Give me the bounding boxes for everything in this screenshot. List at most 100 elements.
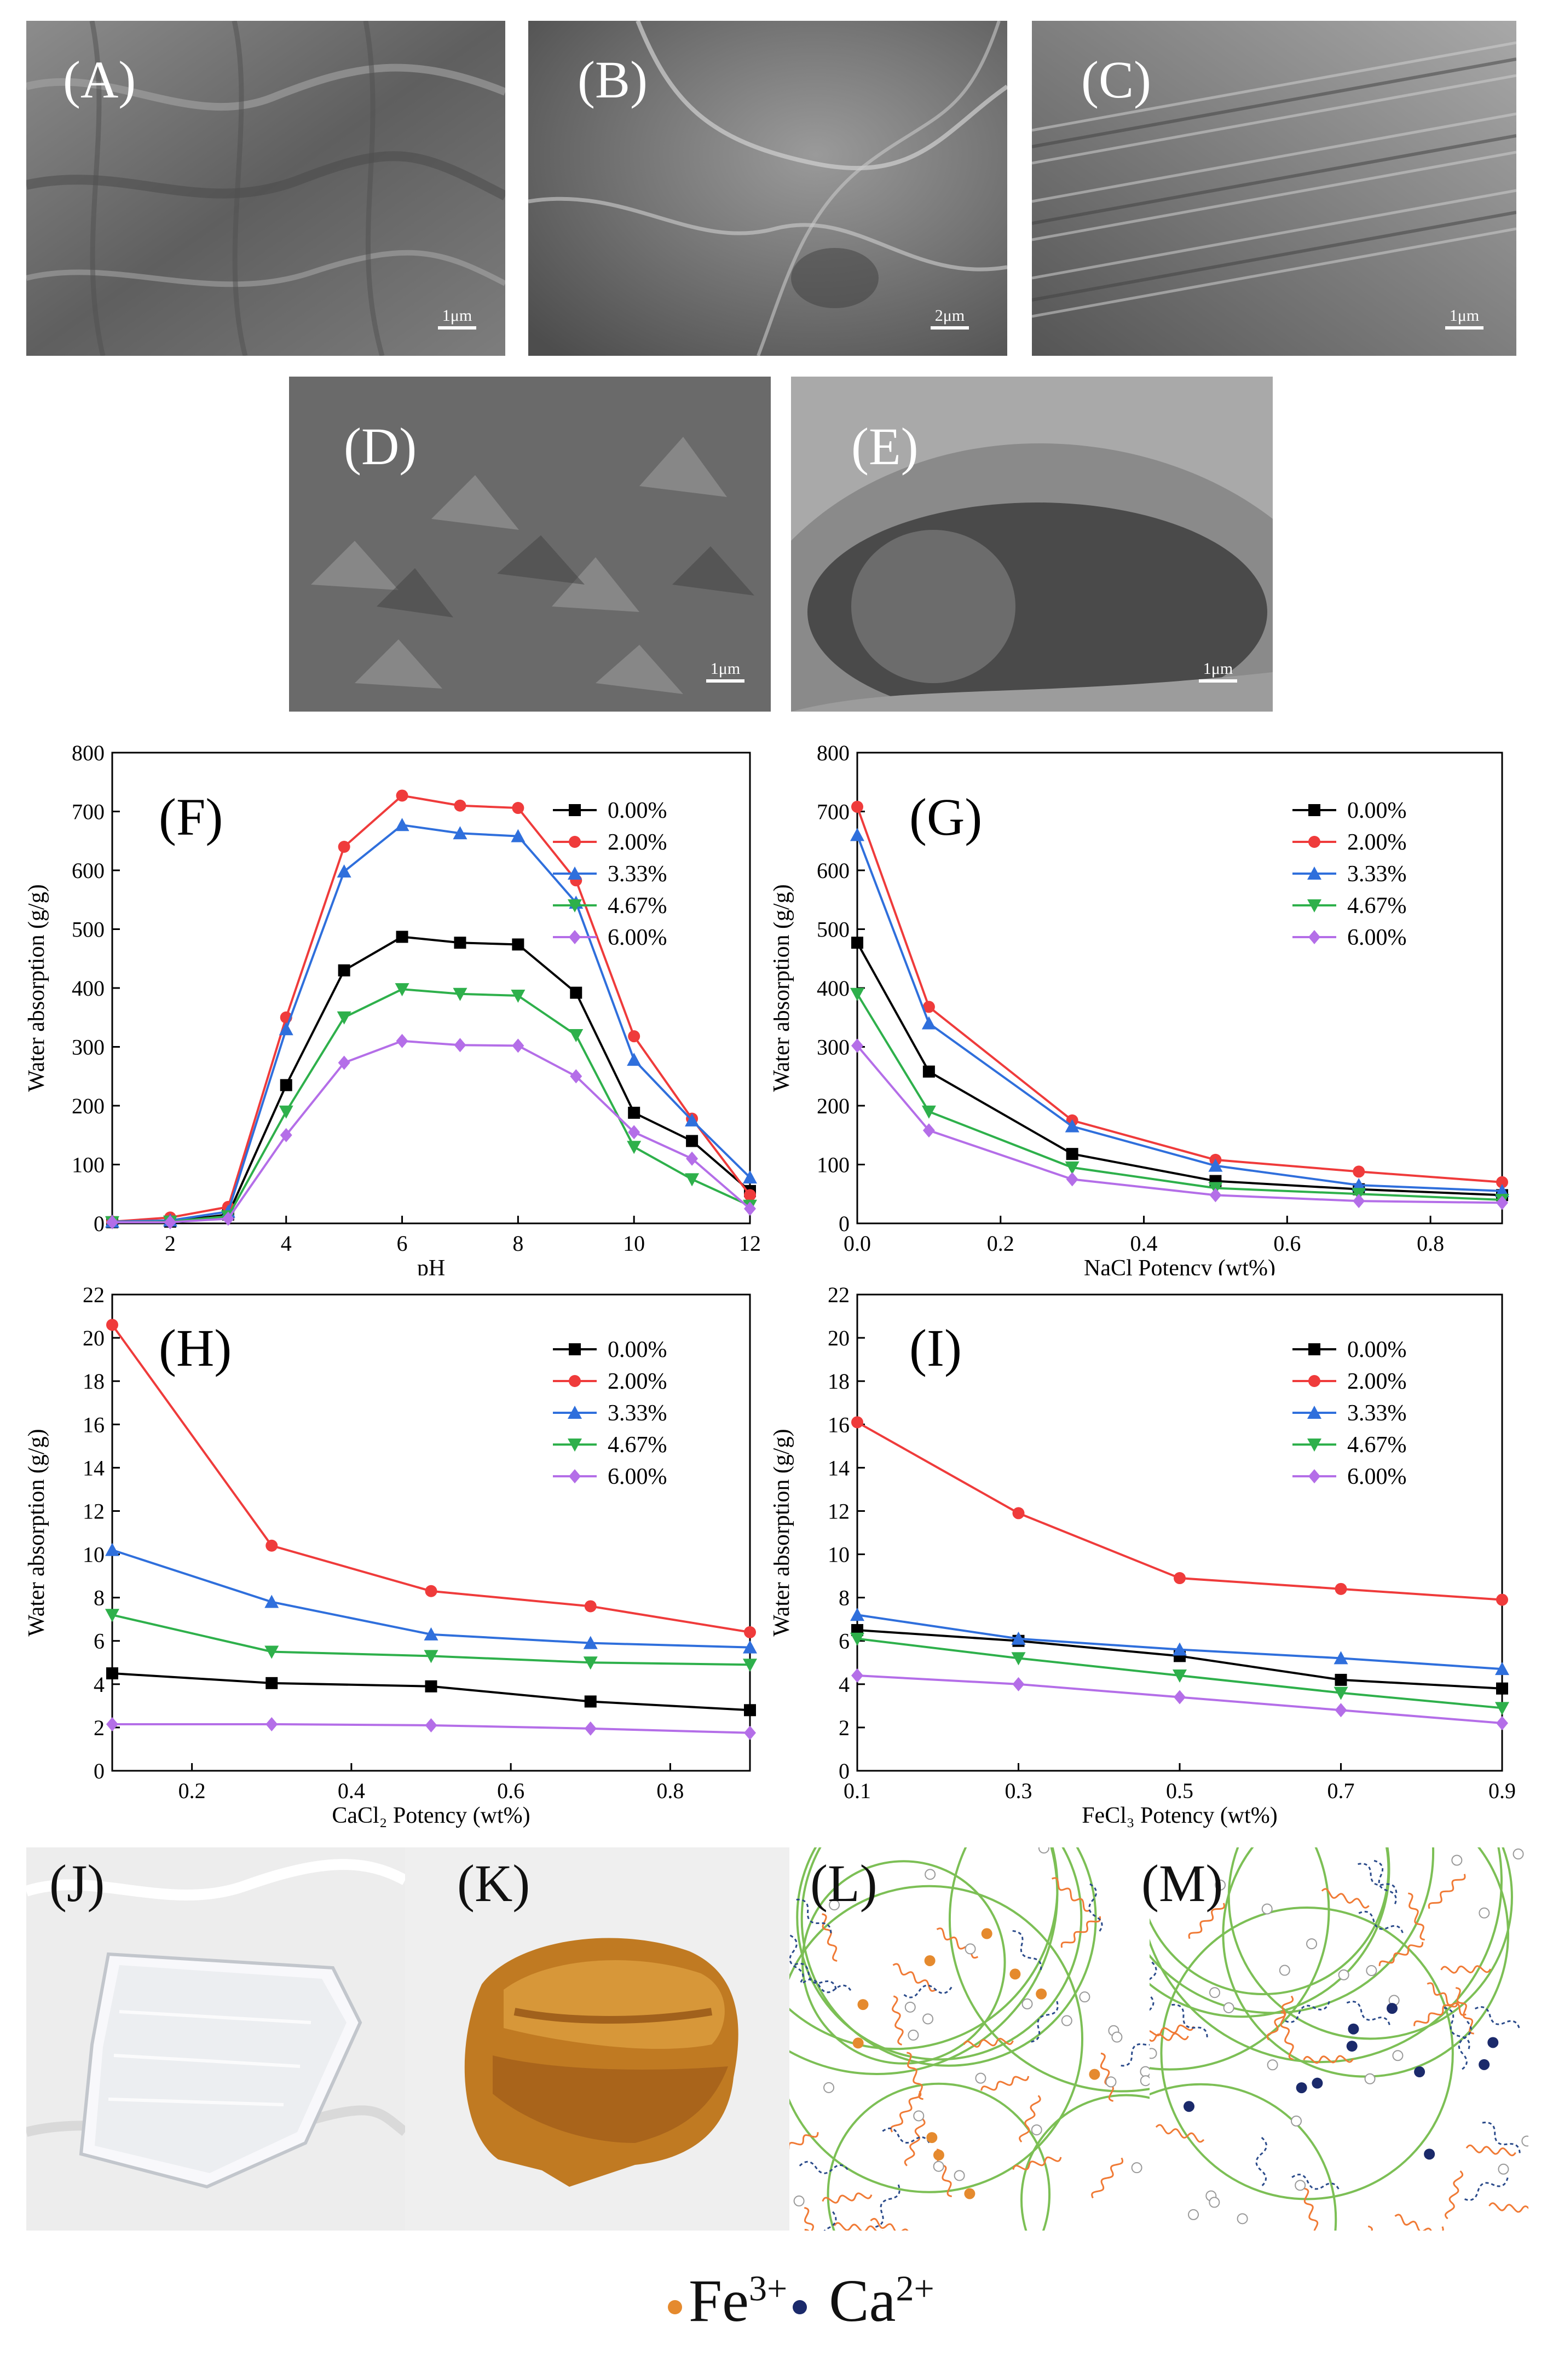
data-point <box>425 1718 437 1732</box>
data-point <box>851 1038 863 1053</box>
x-tick-label: 0.8 <box>1417 1231 1444 1256</box>
coo-chain <box>1462 2177 1509 2201</box>
network-schematic-ca <box>1150 1847 1528 2231</box>
y-tick-label: 10 <box>83 1543 105 1567</box>
data-point <box>686 1135 699 1147</box>
chart-h-svg: 0 2 4 6 8 10 12 14 16 18 20 22 0.2 0.4 0.6 0.8 CaCl₂ Pot… <box>24 1283 757 1828</box>
coo-chain <box>882 2127 931 2145</box>
data-point <box>1173 1670 1187 1683</box>
y-tick-label: 8 <box>94 1586 105 1610</box>
data-point <box>743 1659 757 1672</box>
panel-label: (I) <box>909 1319 962 1377</box>
y-tick-label: 20 <box>83 1326 105 1350</box>
data-point <box>453 826 467 840</box>
x-axis-label: CaCl₂ Potency (wt%) <box>332 1803 530 1828</box>
chart-i-svg: 0 2 4 6 8 10 12 14 16 18 20 22 0.1 0.3 0.5 0.7 0.9 FeCl₃ … <box>773 1283 1516 1828</box>
data-point <box>627 1141 642 1154</box>
hydrogel-transparent-image <box>26 1847 405 2231</box>
ion-dot <box>1296 2082 1307 2094</box>
crosslink-node <box>1140 2066 1151 2077</box>
y-axis-label: Water absorption (g/g) <box>24 1429 49 1636</box>
data-point <box>454 799 466 812</box>
sem-scale-text-d: 1μm <box>710 660 741 678</box>
chain-segment <box>789 2132 819 2156</box>
data-point <box>279 1022 293 1036</box>
x-tick-label: 0.2 <box>987 1231 1014 1256</box>
data-point <box>106 1319 118 1331</box>
coo-chain <box>1373 1859 1397 1906</box>
data-point <box>511 829 526 842</box>
coo-chain <box>1458 2020 1472 2071</box>
photo-label-j: (J) <box>49 1854 105 1913</box>
y-tick-label: 14 <box>828 1455 850 1480</box>
crosslink-node <box>1209 2197 1220 2208</box>
data-point <box>425 1680 437 1692</box>
data-point <box>922 1001 935 1013</box>
ion-dot <box>852 2037 864 2049</box>
coo-chain <box>803 1978 852 1994</box>
sem-texture-c <box>1032 21 1516 356</box>
y-tick-label: 500 <box>817 917 850 942</box>
coo-chain <box>1171 2003 1208 2040</box>
photo-panel-k <box>405 1847 789 2231</box>
coo-chain <box>1346 2001 1391 2027</box>
legend-label: 0.00% <box>1347 1337 1407 1362</box>
data-point <box>106 1717 118 1731</box>
x-tick-label: 0.6 <box>1273 1231 1301 1256</box>
chain-segment <box>1303 2055 1354 2064</box>
data-point <box>1334 1651 1348 1665</box>
polymer-arc <box>800 1847 1097 2067</box>
coo-chain <box>794 1962 838 1991</box>
x-tick-label: 8 <box>512 1231 523 1256</box>
data-point <box>265 1539 278 1552</box>
legend-label: 2.00% <box>1347 830 1407 855</box>
crosslink-node <box>1150 2048 1157 2059</box>
data-point <box>454 1038 466 1053</box>
crosslink-node <box>1267 2059 1278 2071</box>
sem-label-e: (E) <box>851 417 919 476</box>
coo-chain <box>1012 1930 1042 1972</box>
series-line-1 <box>856 806 1503 1183</box>
data-point <box>922 1065 935 1078</box>
data-point <box>453 987 467 1001</box>
data-point <box>396 931 408 943</box>
data-point <box>1012 1507 1025 1520</box>
polymer-arc <box>827 2082 1051 2231</box>
y-tick-label: 600 <box>817 858 850 883</box>
coo-chain <box>789 1934 804 1984</box>
chain-segment <box>1394 2214 1440 2231</box>
y-tick-label: 300 <box>72 1035 105 1060</box>
data-point <box>1496 1716 1508 1730</box>
x-axis-label: NaCl Potency (wt%) <box>1084 1256 1275 1275</box>
crosslink-node <box>1131 2162 1142 2174</box>
y-tick-label: 14 <box>83 1455 105 1480</box>
series-line-4 <box>112 1039 751 1223</box>
crosslink-node <box>1038 1847 1049 1854</box>
data-point <box>744 1626 756 1638</box>
data-point <box>583 1636 598 1649</box>
data-point <box>1174 1572 1186 1585</box>
coo-chain <box>1474 2006 1521 2030</box>
data-point <box>628 1106 640 1119</box>
chain-segment <box>980 2076 1030 2091</box>
data-point <box>1334 1686 1348 1700</box>
data-point <box>584 1695 597 1708</box>
legend-marker <box>1307 1406 1321 1419</box>
y-tick-label: 18 <box>828 1369 850 1394</box>
sem-label-c: (C) <box>1081 50 1151 109</box>
y-tick-label: 22 <box>828 1283 850 1307</box>
sem-scalebar-a: 1μm <box>438 307 476 330</box>
photo-label-l: (L) <box>810 1854 878 1913</box>
x-tick-label: 6 <box>397 1231 408 1256</box>
data-point <box>338 1055 350 1070</box>
legend-marker <box>1307 1439 1321 1452</box>
legend-label: 3.33% <box>608 862 667 887</box>
ion-dot <box>1089 2069 1100 2080</box>
legend-marker <box>568 1406 582 1419</box>
photo-label-m: (M) <box>1141 1854 1223 1913</box>
legend-label: 0.00% <box>608 1337 667 1362</box>
legend-label: 4.67% <box>1347 893 1407 919</box>
data-point <box>584 1721 597 1736</box>
sem-texture-e <box>791 377 1273 712</box>
series-line-0 <box>112 935 751 1223</box>
